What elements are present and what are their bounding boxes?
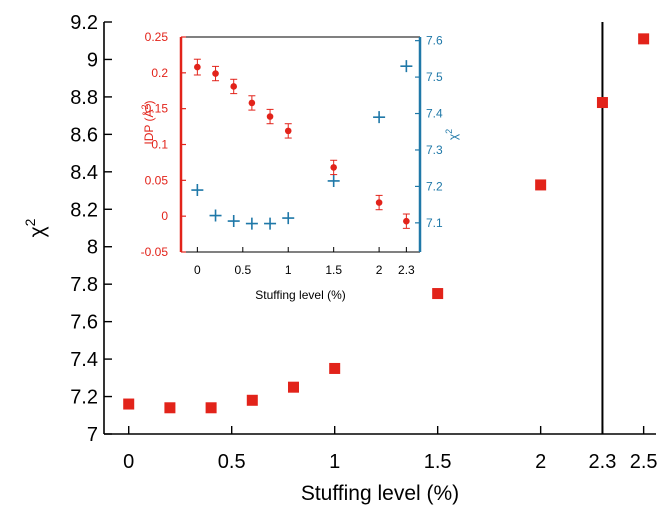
inset-chi2-point (400, 60, 413, 73)
y-tick-label: 7.4 (70, 349, 98, 371)
data-point (329, 362, 341, 374)
inset-left-axis-label: IDP (Å2) (140, 100, 156, 144)
data-point (638, 33, 650, 45)
inset-idp-point (194, 63, 201, 71)
inset-left-tick-label: 0.15 (145, 102, 169, 116)
inset-x-tick-label: 2.3 (398, 263, 415, 277)
y-axis-label-text: χ (26, 226, 49, 237)
x-tick-label: 2.3 (589, 451, 617, 473)
inset-x-tick-label: 0 (194, 263, 201, 277)
data-point (432, 288, 444, 300)
inset-chart: -0.05 0 0.05 0.1 0.15 0.2 0.25 7.1 7.2 7.3 7.4 7.5 7… (140, 30, 460, 302)
data-point (205, 402, 217, 414)
inset-left-tick-label: 0 (161, 209, 168, 223)
y-tick-label: 8 (87, 237, 98, 259)
y-tick-label: 8.6 (70, 124, 98, 146)
data-point (535, 179, 547, 191)
inset-chi2-point (209, 209, 222, 222)
y-tick-label: 8.4 (70, 162, 98, 184)
inset-x-tick-label: 2 (376, 263, 383, 277)
inset-right-tick-label: 7.1 (426, 216, 443, 230)
data-point (246, 394, 258, 406)
inset-right-axis-label: χ2 (444, 129, 460, 140)
inset-right-tick-label: 7.5 (426, 70, 443, 84)
inset-chi2-point (264, 217, 277, 230)
data-point (164, 402, 176, 414)
y-tick-label: 8.8 (70, 87, 98, 109)
inset-right-tick-label: 7.4 (426, 107, 443, 121)
inset-idp-point (248, 99, 256, 107)
inset-idp-point (375, 199, 383, 206)
inset-left-tick-label: 0.05 (145, 173, 169, 187)
inset-idp-point (266, 113, 274, 120)
inset-idp-point (212, 70, 219, 77)
inset-chi2-point (227, 215, 240, 228)
y-tick-label: 7.6 (70, 312, 98, 334)
data-point (596, 97, 608, 109)
y-tick-label: 9 (87, 49, 98, 71)
x-axis-label: Stuffing level (%) (301, 482, 459, 505)
inset-right-axis-label-superscript: 2 (444, 129, 454, 134)
inset-left-tick-label: 0.2 (151, 66, 168, 80)
y-tick-label: 9.2 (70, 12, 98, 34)
inset-right-tick-label: 7.3 (426, 143, 443, 157)
inset-right-axis-label-text: χ (446, 133, 460, 140)
inset-chi2-point (327, 174, 340, 187)
data-point (287, 381, 299, 393)
x-tick-label: 0 (123, 451, 134, 473)
inset-x-axis-label: Stuffing level (%) (255, 288, 346, 302)
y-tick-label: 7.2 (70, 387, 98, 409)
inset-left-axis-label-close: ) (142, 100, 156, 104)
main-chart: 7 7.2 7.4 7.6 7.8 8 8.2 8.4 8.6 8.8 9 9.2 0 0.5 1 1.5 2 2… (22, 12, 658, 505)
inset-left-axis-label-superscript: 2 (140, 104, 150, 109)
y-tick-label: 7.8 (70, 274, 98, 296)
inset-chi2-point (191, 184, 204, 197)
inset-x-tick-label: 1 (285, 263, 292, 277)
x-tick-label: 1.5 (424, 451, 452, 473)
inset-left-axis-label-text: IDP (Å (141, 109, 156, 144)
inset-idp-point (230, 83, 238, 90)
inset-right-tick-label: 7.2 (426, 179, 443, 193)
inset-idp-point (403, 217, 410, 225)
y-tick-label: 8.2 (70, 199, 98, 221)
inset-left-tick-label: -0.05 (141, 245, 169, 259)
inset-chi2-point (245, 217, 258, 230)
inset-chi2-point (282, 212, 295, 225)
inset-left-tick-label: 0.25 (145, 30, 169, 44)
x-tick-label: 2 (535, 451, 546, 473)
inset-x-tick-label: 1.5 (325, 263, 342, 277)
inset-background (181, 37, 420, 252)
y-tick-label: 7 (87, 424, 98, 446)
y-axis-label: χ2 (22, 218, 49, 237)
inset-idp-point (330, 164, 337, 171)
inset-chi2-point (373, 111, 386, 124)
data-point (123, 398, 135, 410)
x-tick-label: 2.5 (630, 451, 658, 473)
x-tick-label: 0.5 (218, 451, 246, 473)
y-axis-label-superscript: 2 (22, 218, 38, 226)
inset-right-tick-label: 7.6 (426, 34, 443, 48)
inset-idp-point (284, 127, 292, 135)
x-tick-label: 1 (329, 451, 340, 473)
inset-x-tick-label: 0.5 (234, 263, 251, 277)
inset-left-tick-label: 0.1 (151, 138, 168, 152)
